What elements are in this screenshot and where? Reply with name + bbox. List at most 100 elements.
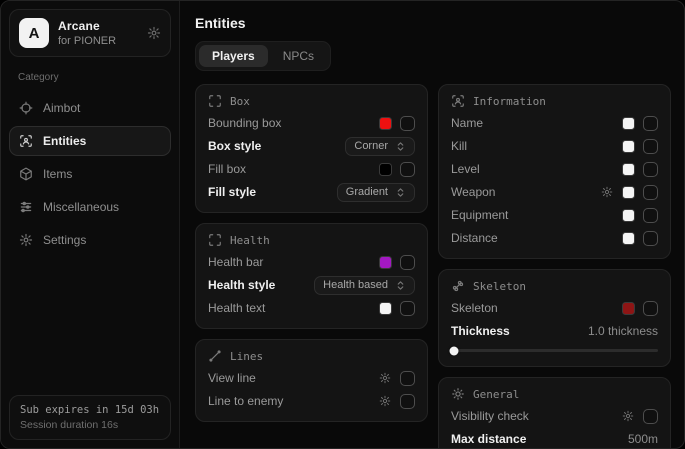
color-swatch[interactable]	[379, 255, 392, 269]
row-controls	[379, 300, 415, 316]
row-fill-style: Fill style Gradient	[208, 182, 415, 202]
select-fill-style[interactable]: Gradient	[336, 182, 415, 202]
row-bounding-box: Bounding box	[208, 114, 415, 132]
color-swatch[interactable]	[622, 139, 635, 153]
row-weapon: Weapon	[451, 183, 658, 201]
select-value: Gradient	[345, 186, 388, 198]
checkbox[interactable]	[643, 207, 658, 223]
page-title: Entities	[195, 15, 246, 31]
checkbox[interactable]	[400, 370, 415, 386]
slider-value: 1.0 thickness	[587, 324, 658, 338]
row-controls	[378, 370, 415, 386]
checkbox[interactable]	[643, 184, 658, 200]
row-kill: Kill	[451, 137, 658, 155]
checkbox[interactable]	[643, 408, 658, 424]
sidebar-item-label: Aimbot	[43, 101, 81, 115]
checkbox[interactable]	[643, 300, 658, 316]
checkbox[interactable]	[643, 230, 658, 246]
row-controls	[378, 393, 415, 409]
row-controls	[622, 115, 658, 131]
row-label: Bounding box	[208, 116, 282, 130]
row-health-text: Health text	[208, 299, 415, 317]
subscription-card: Sub expires in 15d 03h Session duration …	[9, 395, 171, 440]
row-controls	[600, 184, 658, 200]
settings-icon[interactable]	[378, 371, 392, 385]
card-title: General	[473, 387, 520, 401]
line-icon	[208, 349, 222, 363]
sun-icon	[451, 387, 465, 401]
checkbox[interactable]	[643, 138, 658, 154]
row-box-style: Box style Corner	[208, 136, 415, 156]
card-columns: Box Bounding box Box style Corner Fill box Fi…	[195, 84, 671, 448]
checkbox[interactable]	[400, 300, 415, 316]
box-corners-icon	[208, 94, 222, 108]
tab-npcs[interactable]: NPCs	[282, 49, 315, 63]
select-box-style[interactable]: Corner	[345, 136, 415, 156]
row-controls: Health based	[314, 275, 415, 295]
select-health-style[interactable]: Health based	[314, 275, 415, 295]
row-label: Fill style	[208, 185, 257, 199]
sidebar-item-aimbot[interactable]: Aimbot	[9, 93, 171, 123]
checkbox[interactable]	[643, 161, 658, 177]
color-swatch[interactable]	[622, 116, 635, 130]
row-label: Weapon	[451, 185, 496, 199]
sub-expires-text: Sub expires in 15d 03h	[20, 404, 160, 416]
card-title: Health	[230, 233, 270, 247]
row-thickness: Thickness 1.0 thickness	[451, 322, 658, 340]
entity-tabs: Players NPCs	[195, 41, 332, 71]
card-lines: Lines View line Line to enemy	[195, 339, 428, 422]
row-name: Name	[451, 114, 658, 132]
slider-thumb[interactable]	[449, 346, 459, 355]
row-controls	[622, 138, 658, 154]
color-swatch[interactable]	[622, 301, 635, 315]
checkbox[interactable]	[400, 161, 415, 177]
checkbox[interactable]	[643, 115, 658, 131]
select-value: Corner	[354, 140, 388, 152]
settings-icon[interactable]	[600, 185, 614, 199]
color-swatch[interactable]	[622, 162, 635, 176]
crosshair-icon	[19, 101, 33, 115]
card-header-general: General	[451, 387, 658, 401]
row-label: Health bar	[208, 255, 264, 269]
row-controls	[622, 207, 658, 223]
row-visibility-check: Visibility check	[451, 407, 658, 425]
color-swatch[interactable]	[379, 162, 392, 176]
row-label: View line	[208, 371, 256, 385]
sidebar-item-items[interactable]: Items	[9, 159, 171, 189]
right-column: Information Name Kill Level Weapon Equipment D…	[438, 84, 671, 448]
checkbox[interactable]	[400, 115, 415, 131]
color-swatch[interactable]	[622, 231, 635, 245]
row-controls	[379, 115, 415, 131]
main-content: Entities Players NPCs Box Bounding box Box …	[180, 1, 684, 448]
row-label: Equipment	[451, 208, 509, 222]
sidebar-item-label: Settings	[43, 233, 87, 247]
bone-icon	[451, 279, 465, 293]
slider-value: 500m	[627, 432, 658, 446]
session-duration-text: Session duration 16s	[20, 419, 119, 431]
color-swatch[interactable]	[379, 116, 392, 130]
card-header-skeleton: Skeleton	[451, 279, 658, 293]
sidebar-item-entities[interactable]: Entities	[9, 126, 171, 156]
settings-icon[interactable]	[378, 394, 392, 408]
color-swatch[interactable]	[622, 185, 635, 199]
settings-icon[interactable]	[621, 409, 635, 423]
row-equipment: Equipment	[451, 206, 658, 224]
color-swatch[interactable]	[622, 208, 635, 222]
row-label: Visibility check	[451, 409, 529, 423]
card-health: Health Health bar Health style Health based…	[195, 223, 428, 329]
color-swatch[interactable]	[379, 301, 392, 315]
row-level: Level	[451, 160, 658, 178]
sidebar-item-settings[interactable]: Settings	[9, 225, 171, 255]
row-line-to-enemy: Line to enemy	[208, 392, 415, 410]
sidebar-item-miscellaneous[interactable]: Miscellaneous	[9, 192, 171, 222]
checkbox[interactable]	[400, 393, 415, 409]
sidebar-gear-icon[interactable]	[147, 26, 161, 40]
checkbox[interactable]	[400, 254, 415, 270]
slider-thickness[interactable]	[449, 346, 658, 355]
row-health-style: Health style Health based	[208, 275, 415, 295]
row-skeleton: Skeleton	[451, 299, 658, 317]
tab-players[interactable]: Players	[199, 45, 268, 67]
row-distance: Distance	[451, 229, 658, 247]
cube-icon	[19, 167, 33, 181]
